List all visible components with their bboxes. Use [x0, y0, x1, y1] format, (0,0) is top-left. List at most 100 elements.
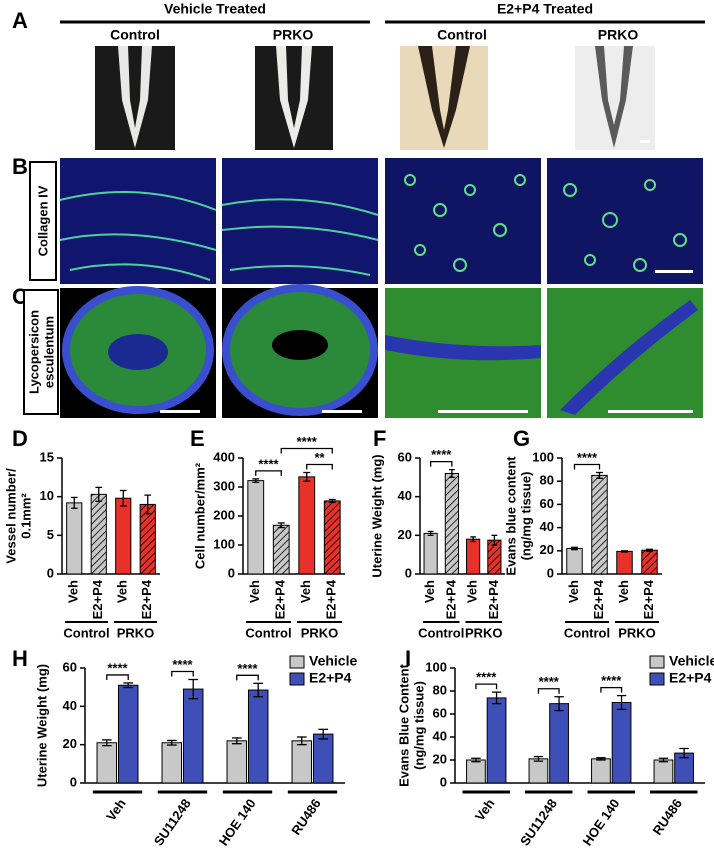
- error-bar: [101, 739, 112, 747]
- significance-bracket: [171, 670, 194, 677]
- y-tick-label: 200: [213, 507, 235, 522]
- y-tick-label: 100: [213, 536, 235, 551]
- bar: [291, 740, 313, 784]
- micrograph: [60, 284, 703, 418]
- bar: [272, 524, 290, 575]
- bar: [66, 502, 83, 575]
- y-axis-label: Evans blue content: [503, 456, 518, 576]
- legend-swatch: [289, 655, 305, 669]
- x-tick-label: Veh: [298, 580, 313, 603]
- y-tick-label: 80: [433, 682, 447, 697]
- y-tick-label: 20: [433, 751, 447, 766]
- significance-bracket: [475, 683, 498, 690]
- x-tick-label: E2+P4: [443, 579, 458, 619]
- stain-label: Collagen IV: [35, 185, 50, 256]
- y-tick-label: 100: [425, 659, 447, 674]
- legend-swatch: [649, 655, 665, 669]
- bar: [323, 500, 341, 575]
- y-tick-label: 40: [433, 728, 447, 743]
- y-tick-label: 80: [540, 473, 554, 488]
- uterus-photo: [575, 46, 655, 150]
- error-bar: [296, 736, 307, 746]
- group-label: PRKO: [465, 625, 503, 640]
- significance-bracket: [600, 686, 623, 693]
- bar: [641, 549, 658, 575]
- x-tick-label: Veh: [616, 580, 631, 603]
- legend-label: Vehicle: [669, 653, 714, 669]
- significance-bracket: [106, 674, 129, 680]
- x-tick-label: Veh: [247, 580, 262, 603]
- y-axis-label: Uterine Weight (mg): [34, 664, 49, 787]
- error-bar: [621, 550, 628, 553]
- bar: [611, 702, 632, 784]
- significance-label: ****: [172, 657, 193, 672]
- panel-label: A: [12, 8, 28, 33]
- x-tick-label: E2+P4: [324, 579, 339, 619]
- x-tick-label: Veh: [66, 580, 81, 603]
- stain-box: [23, 289, 59, 415]
- error-bar: [679, 747, 689, 759]
- column-title: PRKO: [273, 27, 314, 43]
- x-tick-label: E2+P4: [486, 579, 501, 619]
- y-tick-label: 0: [547, 565, 554, 580]
- y-tick-label: 60: [63, 659, 77, 674]
- error-bar: [448, 468, 455, 478]
- y-tick-label: 0: [440, 774, 447, 789]
- bar: [96, 742, 118, 784]
- significance-label: ****: [107, 660, 128, 675]
- y-tick-label: 40: [398, 488, 412, 503]
- significance-label: **: [314, 450, 325, 465]
- column-title: Control: [110, 27, 160, 43]
- significance-label: ****: [237, 661, 258, 676]
- y-tick-label: 0: [47, 565, 54, 580]
- significance-label: ****: [297, 434, 318, 449]
- uterus-photo: [95, 46, 175, 150]
- error-bar: [318, 728, 329, 740]
- panel-label: G: [513, 426, 530, 451]
- bar: [161, 742, 183, 784]
- bar: [298, 476, 316, 575]
- column-title: PRKO: [598, 27, 639, 43]
- y-tick-label: 100: [532, 449, 554, 464]
- y-tick-label: 60: [433, 705, 447, 720]
- x-tick-label: SU11248: [517, 796, 560, 848]
- error-bar: [166, 739, 177, 746]
- panel-label: F: [373, 426, 386, 451]
- error-bar: [277, 522, 285, 529]
- x-tick-label: RU486: [650, 796, 685, 838]
- y-tick-label: 0: [228, 565, 235, 580]
- group-label: Control: [63, 625, 109, 640]
- y-tick-label: 60: [540, 496, 554, 511]
- error-bar: [554, 696, 564, 712]
- error-bar: [95, 486, 103, 502]
- error-bar: [427, 530, 434, 536]
- y-axis-label: Vessel number/: [3, 468, 18, 564]
- y-axis-label: Evans Blue Content: [396, 663, 411, 786]
- y-tick-label: 40: [540, 519, 554, 534]
- panel-label: E: [190, 426, 205, 451]
- significance-label: ****: [577, 450, 598, 465]
- y-axis-label: Cell number/mm²: [192, 462, 207, 569]
- x-tick-label: SU11248: [151, 796, 194, 848]
- panel-label: I: [405, 646, 411, 671]
- error-bar: [491, 534, 498, 546]
- group-label: Control: [245, 625, 291, 640]
- error-bar: [328, 498, 336, 504]
- legend-label: Vehicle: [309, 653, 357, 669]
- bar: [591, 474, 608, 575]
- y-axis-label: 0.1mm²: [18, 493, 33, 539]
- uterus-photo: [255, 46, 333, 150]
- bar: [312, 733, 334, 784]
- group-label: Control: [564, 625, 610, 640]
- legend-swatch: [289, 672, 305, 686]
- y-tick-label: 0: [405, 565, 412, 580]
- bar: [182, 688, 204, 784]
- bar: [115, 497, 132, 575]
- panel-label: H: [12, 646, 28, 671]
- y-tick-label: 400: [213, 449, 235, 464]
- y-axis-label: (ng/mg tissue): [411, 681, 426, 770]
- significance-bracket: [306, 463, 333, 470]
- error-bar: [471, 757, 481, 763]
- group-label: PRKO: [301, 625, 339, 640]
